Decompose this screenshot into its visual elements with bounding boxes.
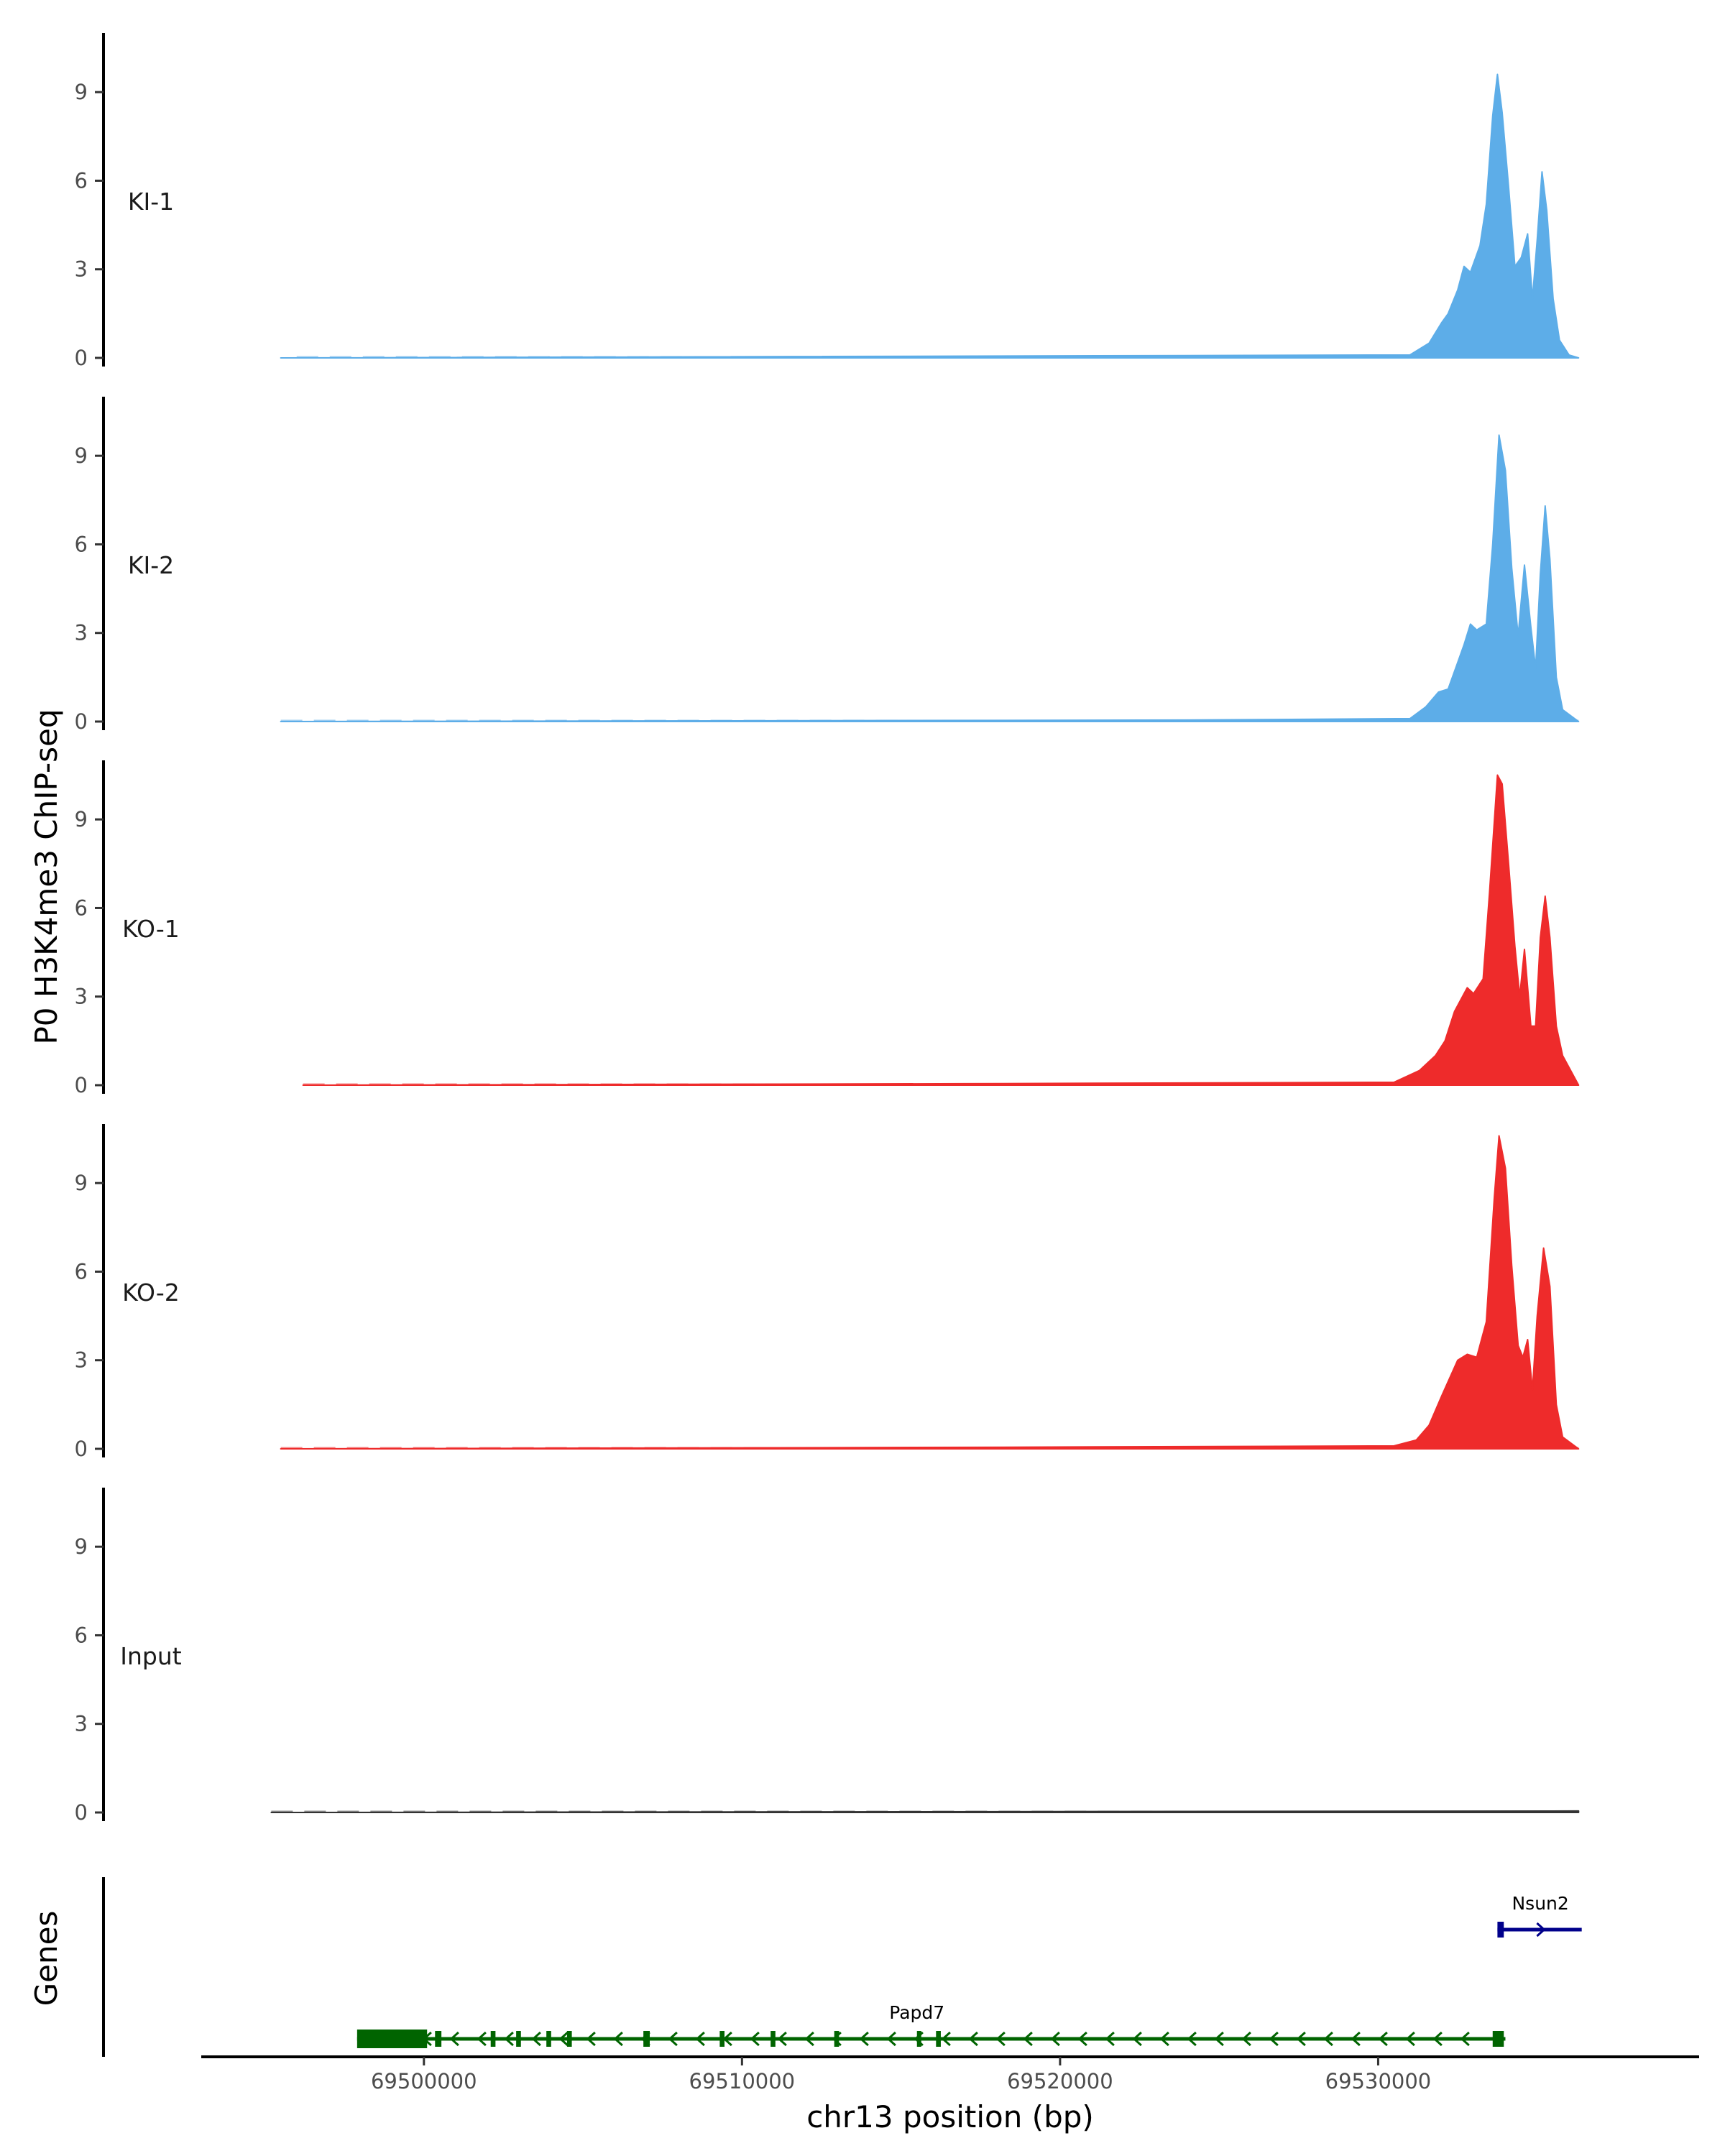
y-tick-label: 0 — [75, 1437, 88, 1461]
y-tick-label: 3 — [75, 1712, 88, 1736]
strand-arrow — [1187, 2031, 1197, 2047]
strand-arrow — [1323, 2031, 1333, 2047]
y-tick-label: 3 — [75, 621, 88, 645]
gene-exon — [770, 2031, 776, 2047]
signal-area — [302, 774, 1580, 1086]
strand-arrow — [1077, 2031, 1087, 2047]
track-panel-ki-1: 0 3 6 9 KI-1 — [75, 33, 1580, 370]
y-tick-label: 3 — [75, 985, 88, 1009]
strand-arrow — [995, 2031, 1006, 2047]
x-tick-label: 69510000 — [689, 2069, 796, 2093]
gene-exon — [719, 2031, 724, 2047]
strand-arrow — [1105, 2031, 1115, 2047]
y-tick-label: 9 — [75, 443, 88, 468]
track-label: KI-1 — [128, 188, 174, 216]
signal-area — [270, 1810, 1580, 1813]
signal-area — [280, 434, 1580, 722]
gene-exon — [834, 2031, 840, 2047]
gene-exon — [936, 2031, 941, 2047]
y-tick-label: 9 — [75, 1171, 88, 1195]
strand-arrow — [1432, 2031, 1443, 2047]
strand-arrow — [886, 2031, 896, 2047]
strand-arrow — [804, 2031, 814, 2047]
y-tick-label: 0 — [75, 709, 88, 734]
strand-arrow — [1159, 2031, 1169, 2047]
x-tick-label: 69500000 — [371, 2069, 477, 2093]
y-axis-title: P0 H3K4me3 ChIP-seq — [29, 709, 64, 1044]
signal-area — [280, 73, 1580, 359]
gene-exon — [1492, 2031, 1504, 2047]
track-panel-ki-2: 0 3 6 9 KI-2 — [75, 397, 1580, 734]
genes-layer: Papd7 Nsun2 — [102, 1877, 1582, 2057]
strand-arrow — [1460, 2031, 1470, 2047]
track-label: KO-1 — [122, 915, 180, 943]
strand-arrow — [777, 2031, 787, 2047]
strand-arrow — [1241, 2031, 1251, 2047]
strand-arrow — [531, 2031, 541, 2047]
y-tick-label: 0 — [75, 346, 88, 370]
gene-exon — [546, 2031, 551, 2047]
signal-area — [280, 1135, 1580, 1450]
gene-exon — [516, 2031, 521, 2047]
track-label: KI-2 — [128, 551, 174, 579]
strand-arrow — [504, 2031, 514, 2047]
x-tick-label: 69530000 — [1325, 2069, 1432, 2093]
strand-arrow — [968, 2031, 978, 2047]
y-tick-label: 6 — [75, 1259, 88, 1284]
y-tick-label: 6 — [75, 532, 88, 556]
gene-nsun2: Nsun2 — [1497, 1893, 1582, 1938]
track-panel-input: 0 3 6 9 Input — [75, 1488, 1580, 1825]
y-tick-label: 9 — [75, 1534, 88, 1559]
y-tick-label: 3 — [75, 1348, 88, 1373]
track-panel-ko-1: 0 3 6 9 KO-1 — [75, 760, 1580, 1097]
strand-arrow — [1269, 2031, 1279, 2047]
gene-exon — [643, 2031, 650, 2047]
tracks-layer: 0 3 6 9 KI-1 0 3 6 9 KI-2 0 3 6 9 KO-1 0 3 6 9 KO-2 0 3 6 9 Inpu… — [75, 33, 1580, 1825]
strand-arrow — [859, 2031, 869, 2047]
y-tick-label: 3 — [75, 257, 88, 282]
strand-arrow — [1378, 2031, 1388, 2047]
strand-arrow — [558, 2031, 569, 2047]
track-label: KO-2 — [122, 1279, 180, 1307]
gene-label: Nsun2 — [1512, 1893, 1568, 1914]
x-axis: 69500000 69510000 69520000 69530000 — [201, 2055, 1699, 2093]
y-tick-label: 0 — [75, 1073, 88, 1097]
y-tick-label: 6 — [75, 168, 88, 193]
strand-arrow — [941, 2031, 951, 2047]
strand-arrow — [1214, 2031, 1224, 2047]
strand-arrow — [586, 2031, 596, 2047]
gene-exon — [435, 2031, 442, 2047]
strand-arrow — [1351, 2031, 1361, 2047]
y-tick-label: 9 — [75, 807, 88, 831]
x-axis-title: chr13 position (bp) — [806, 2099, 1094, 2134]
y-tick-label: 6 — [75, 895, 88, 920]
gene-exon — [566, 2031, 572, 2047]
strand-arrow — [613, 2031, 623, 2047]
strand-arrow — [750, 2031, 760, 2047]
strand-arrow — [695, 2031, 705, 2047]
y-tick-label: 9 — [75, 80, 88, 104]
strand-arrow — [1536, 1922, 1546, 1938]
strand-arrow — [1050, 2031, 1060, 2047]
gene-exon — [490, 2031, 496, 2047]
strand-arrow — [668, 2031, 678, 2047]
y-tick-label: 0 — [75, 1800, 88, 1825]
strand-arrow — [477, 2031, 487, 2047]
track-panel-ko-2: 0 3 6 9 KO-2 — [75, 1124, 1580, 1461]
gene-exon — [356, 2030, 428, 2048]
gene-label: Papd7 — [889, 2002, 944, 2023]
gene-exon — [1497, 1922, 1504, 1938]
gene-exon — [916, 2031, 921, 2047]
strand-arrow — [1296, 2031, 1306, 2047]
strand-arrow — [1405, 2031, 1415, 2047]
genes-axis-title: Genes — [29, 1911, 64, 2007]
strand-arrow — [449, 2031, 459, 2047]
strand-arrow — [1132, 2031, 1142, 2047]
x-tick-label: 69520000 — [1007, 2069, 1113, 2093]
track-label: Input — [120, 1642, 182, 1670]
gene-papd7: Papd7 — [356, 2002, 1506, 2048]
y-tick-label: 6 — [75, 1623, 88, 1647]
strand-arrow — [1023, 2031, 1033, 2047]
